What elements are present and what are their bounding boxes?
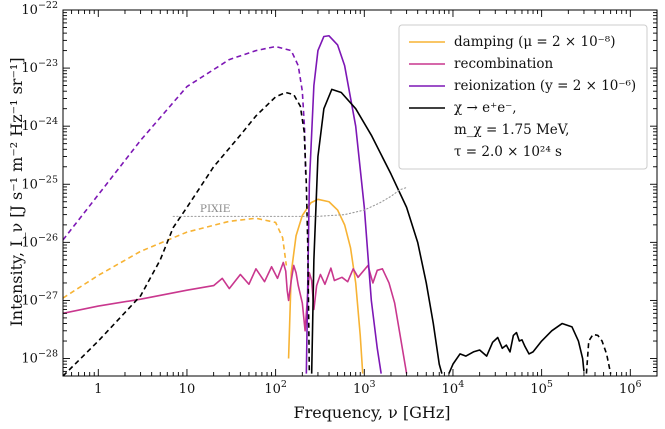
x-tick-label: 103 (353, 379, 376, 397)
legend-label: m_χ = 1.75 MeV, (454, 122, 569, 138)
reionization-curve-dashed-1 (63, 45, 307, 241)
y-tick-label: 10−28 (21, 349, 58, 367)
x-tick-label: 10 (179, 382, 196, 397)
chi-to-e-e-curve-solid-3 (448, 322, 585, 374)
legend-label: damping (μ = 2 × 10⁻⁸) (454, 34, 615, 50)
x-tick-label: 1 (94, 382, 102, 397)
x-tick-label: 104 (442, 379, 465, 397)
legend-box (398, 24, 648, 170)
legend-label: τ = 2.0 × 10²⁴ s (454, 144, 562, 160)
y-tick-label: 10−27 (21, 290, 58, 308)
x-tick-label: 102 (264, 379, 287, 397)
recombination-curve-solid-1 (63, 261, 408, 374)
legend: damping (μ = 2 × 10⁻⁸) recombination reion… (398, 24, 648, 170)
legend-label: recombination (454, 56, 554, 72)
x-tick-label: 106 (619, 379, 642, 397)
pixie-annotation: PIXIE (200, 203, 231, 215)
legend-label: χ → e⁺e⁻, (454, 100, 517, 116)
y-tick-label: 10−24 (21, 116, 58, 134)
tick-labels-layer: 1 10 102 103 104 105 106 10−28 10−27 10−26 10−25 10… (21, 0, 641, 397)
legend-label: reionization (y = 2 × 10⁻⁶) (454, 78, 636, 94)
y-tick-label: 10−22 (21, 0, 58, 18)
pixie-annotation-label: PIXIE (200, 203, 231, 215)
y-tick-label: 10−23 (21, 58, 58, 76)
x-tick-label: 105 (530, 379, 553, 397)
y-tick-label: 10−25 (21, 174, 58, 192)
damping-curve-solid-2 (287, 198, 364, 374)
x-axis-label: Frequency, ν [GHz] (293, 403, 450, 422)
y-tick-label: 10−26 (21, 232, 58, 250)
chi-to-e-e-curve-solid-2 (310, 88, 443, 374)
chi-to-e-e-curve-dashed-4 (585, 333, 612, 374)
chi-to-e-e-curve-dashed-1 (63, 91, 311, 376)
reionization-curve-solid-2 (305, 34, 382, 374)
pixie-curve-dotted-1 (172, 186, 408, 217)
y-axis-label: Intensity, I_ν [J s⁻¹ m⁻² Hz⁻¹ sr⁻¹] (7, 57, 26, 326)
curves-layer (63, 34, 612, 376)
damping-curve-dashed-1 (63, 217, 288, 299)
ticks-layer (62, 9, 658, 377)
plot-frame (62, 9, 658, 377)
